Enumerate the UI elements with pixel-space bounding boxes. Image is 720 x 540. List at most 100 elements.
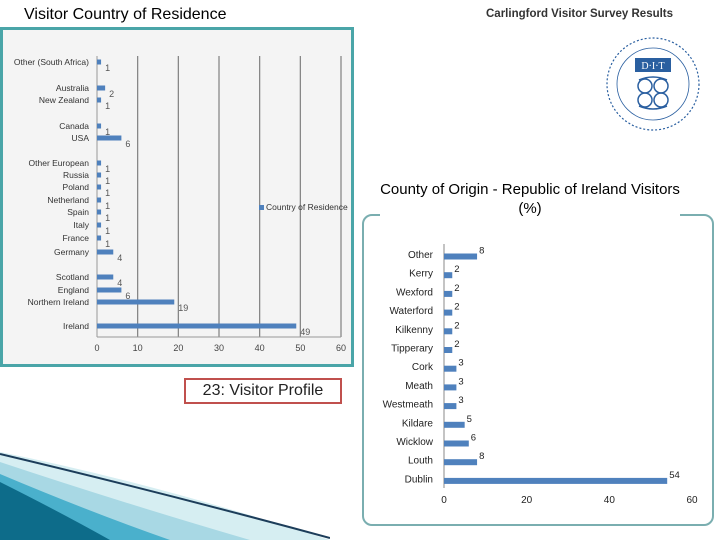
legend-label: Country of Residence [266,202,348,212]
dit-logo: D·I·T [606,37,700,131]
bar [97,249,114,255]
category-label: Netherland [47,195,89,205]
data-label: 6 [125,139,130,149]
category-label: New Zealand [39,95,89,105]
category-label: Spain [67,207,89,217]
legend-swatch [259,205,264,210]
data-label: 5 [467,414,472,425]
data-label: 1 [105,127,110,137]
logo-text: D·I·T [641,61,664,72]
category-label: Ireland [63,321,89,331]
data-label: 3 [458,395,463,406]
x-tick-label: 60 [336,343,346,353]
bar [444,290,453,297]
data-label: 4 [117,253,122,263]
bar [97,135,122,141]
category-label: Cork [412,362,434,373]
county-chart-frame [362,214,714,526]
bar [97,160,102,166]
data-label: 2 [109,89,114,99]
data-label: 2 [454,264,459,275]
bar [444,347,453,353]
category-label: Germany [54,247,90,257]
category-label: Wexford [396,287,433,298]
bar [97,85,106,91]
bar [444,403,457,410]
category-label: Kilkenny [395,325,433,336]
data-label: 6 [471,433,476,444]
bar [444,309,453,316]
bar [444,328,453,335]
data-label: 3 [458,376,463,387]
category-label: Tipperary [391,344,433,355]
decorative-waves [0,452,330,540]
x-tick-label: 10 [133,343,143,353]
category-label: Dublin [405,474,433,485]
knot-icon [637,76,669,110]
category-label: France [63,233,90,243]
bar [444,253,478,260]
bar [97,59,102,65]
country-chart-frame [0,27,354,367]
data-label: 2 [454,320,459,331]
bar [444,421,465,428]
data-label: 8 [479,451,484,462]
bar [444,365,457,372]
data-label: 1 [105,164,110,174]
data-label: 1 [105,213,110,223]
bar [97,235,102,241]
bar [97,97,102,103]
bar [444,459,478,466]
category-label: Meath [405,381,433,392]
data-label: 2 [454,302,459,313]
survey-title: Carlingford Visitor Survey Results [486,8,674,20]
data-label: 49 [300,327,310,337]
visitor-profile-label: 23: Visitor Profile [184,378,342,404]
category-label: England [58,285,89,295]
data-label: 1 [105,226,110,236]
category-label: Westmeath [383,400,433,411]
bar [97,299,175,305]
x-tick-label: 40 [604,495,616,506]
data-label: 1 [105,176,110,186]
data-label: 1 [105,101,110,111]
category-label: Poland [63,182,90,192]
category-label: Other European [29,158,90,168]
data-label: 8 [479,246,484,257]
category-label: Northern Ireland [28,297,90,307]
category-label: Canada [59,121,89,131]
x-tick-label: 30 [214,343,224,353]
county-chart-title: County of Origin - Republic of Ireland V… [380,180,680,216]
data-label: 54 [669,470,680,481]
data-label: 1 [105,201,110,211]
bar [444,440,469,447]
x-tick-label: 40 [255,343,265,353]
category-label: USA [72,133,90,143]
category-label: Kerry [409,269,433,280]
data-label: 2 [454,283,459,294]
data-label: 19 [178,303,188,313]
data-label: 1 [105,188,110,198]
category-label: Louth [408,456,433,467]
category-label: Waterford [389,306,433,317]
category-label: Other [408,250,434,261]
category-label: Kildare [402,418,434,429]
category-label: Australia [56,83,89,93]
bar [97,222,102,228]
bar [97,274,114,280]
category-label: Other (South Africa) [14,57,89,67]
bar [444,384,457,391]
bar [97,184,102,190]
data-label: 4 [117,278,122,288]
bar [444,272,453,279]
bar [444,477,668,484]
x-tick-label: 60 [686,495,698,506]
x-tick-label: 20 [521,495,533,506]
x-tick-label: 0 [94,343,99,353]
data-label: 2 [454,339,459,350]
bar [97,123,102,129]
category-label: Scotland [56,272,89,282]
bar [97,172,102,178]
